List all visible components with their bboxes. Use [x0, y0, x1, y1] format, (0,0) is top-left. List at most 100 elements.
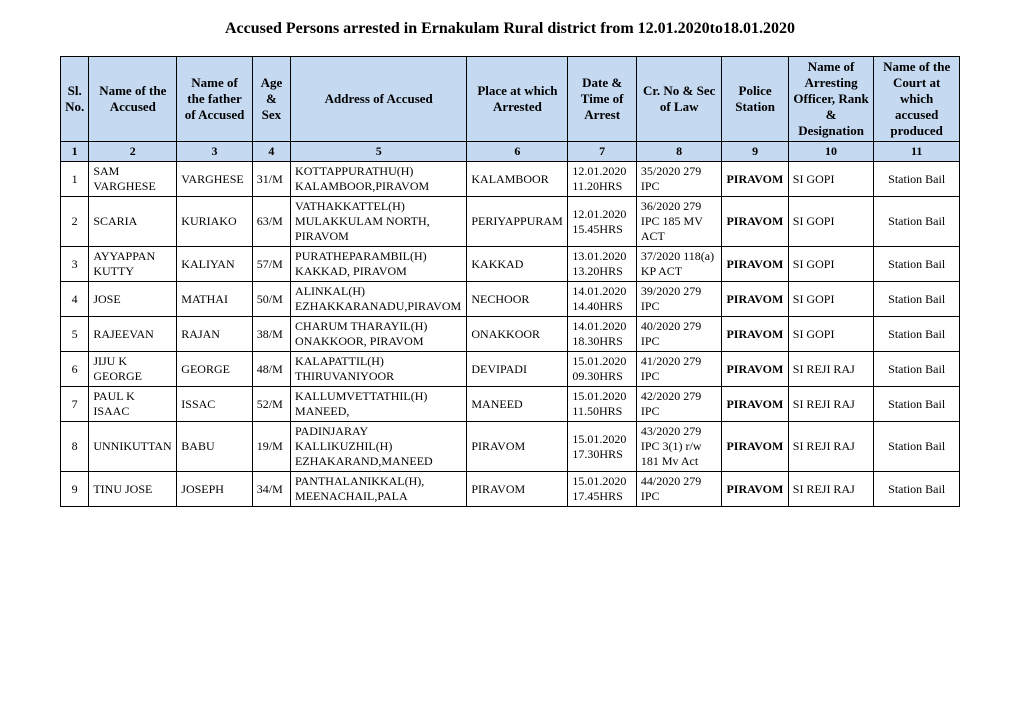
table-row: 2SCARIAKURIAKO63/MVATHAKKATTEL(H) MULAKK…	[61, 197, 960, 247]
col-cr: Cr. No & Sec of Law	[636, 57, 722, 142]
cell-address: KALAPATTIL(H) THIRUVANIYOOR	[291, 352, 467, 387]
cell-sl: 1	[61, 162, 89, 197]
cell-officer: SI GOPI	[788, 317, 874, 352]
cell-sl: 6	[61, 352, 89, 387]
cell-cr: 39/2020 279 IPC	[636, 282, 722, 317]
col-sl: Sl. No.	[61, 57, 89, 142]
col-ps: Police Station	[722, 57, 788, 142]
cell-date: 13.01.2020 13.20HRS	[568, 247, 636, 282]
cell-cr: 42/2020 279 IPC	[636, 387, 722, 422]
number-row: 1 2 3 4 5 6 7 8 9 10 11	[61, 142, 960, 162]
col-father: Name of the father of Accused	[177, 57, 253, 142]
cell-father: ISSAC	[177, 387, 253, 422]
cell-age: 48/M	[252, 352, 290, 387]
cell-name: SCARIA	[89, 197, 177, 247]
cell-date: 12.01.2020 15.45HRS	[568, 197, 636, 247]
cell-father: BABU	[177, 422, 253, 472]
cell-officer: SI GOPI	[788, 162, 874, 197]
cell-cr: 35/2020 279 IPC	[636, 162, 722, 197]
num-5: 5	[291, 142, 467, 162]
cell-name: SAM VARGHESE	[89, 162, 177, 197]
num-7: 7	[568, 142, 636, 162]
cell-address: KOTTAPPURATHU(H) KALAMBOOR,PIRAVOM	[291, 162, 467, 197]
cell-ps: PIRAVOM	[722, 387, 788, 422]
cell-officer: SI REJI RAJ	[788, 352, 874, 387]
cell-sl: 5	[61, 317, 89, 352]
cell-name: JOSE	[89, 282, 177, 317]
cell-sl: 8	[61, 422, 89, 472]
cell-sl: 2	[61, 197, 89, 247]
cell-place: MANEED	[467, 387, 568, 422]
table-row: 7PAUL K ISAACISSAC52/MKALLUMVETTATHIL(H)…	[61, 387, 960, 422]
cell-age: 19/M	[252, 422, 290, 472]
cell-cr: 36/2020 279 IPC 185 MV ACT	[636, 197, 722, 247]
cell-address: CHARUM THARAYIL(H) ONAKKOOR, PIRAVOM	[291, 317, 467, 352]
cell-ps: PIRAVOM	[722, 282, 788, 317]
cell-court: Station Bail	[874, 352, 960, 387]
cell-name: JIJU K GEORGE	[89, 352, 177, 387]
cell-ps: PIRAVOM	[722, 197, 788, 247]
col-name: Name of the Accused	[89, 57, 177, 142]
cell-court: Station Bail	[874, 472, 960, 507]
cell-father: GEORGE	[177, 352, 253, 387]
cell-name: RAJEEVAN	[89, 317, 177, 352]
header-row: Sl. No. Name of the Accused Name of the …	[61, 57, 960, 142]
cell-court: Station Bail	[874, 387, 960, 422]
cell-officer: SI GOPI	[788, 282, 874, 317]
cell-date: 15.01.2020 17.45HRS	[568, 472, 636, 507]
cell-cr: 43/2020 279 IPC 3(1) r/w 181 Mv Act	[636, 422, 722, 472]
cell-officer: SI REJI RAJ	[788, 472, 874, 507]
cell-address: KALLUMVETTATHIL(H) MANEED,	[291, 387, 467, 422]
col-court: Name of the Court at which accused produ…	[874, 57, 960, 142]
cell-sl: 7	[61, 387, 89, 422]
table-body: 1SAM VARGHESEVARGHESE31/MKOTTAPPURATHU(H…	[61, 162, 960, 507]
num-9: 9	[722, 142, 788, 162]
cell-cr: 37/2020 118(a) KP ACT	[636, 247, 722, 282]
cell-name: AYYAPPAN KUTTY	[89, 247, 177, 282]
col-address: Address of Accused	[291, 57, 467, 142]
col-date: Date & Time of Arrest	[568, 57, 636, 142]
cell-age: 50/M	[252, 282, 290, 317]
cell-court: Station Bail	[874, 197, 960, 247]
cell-place: PIRAVOM	[467, 422, 568, 472]
cell-officer: SI REJI RAJ	[788, 422, 874, 472]
cell-date: 15.01.2020 09.30HRS	[568, 352, 636, 387]
cell-father: VARGHESE	[177, 162, 253, 197]
cell-address: ALINKAL(H) EZHAKKARANADU,PIRAVOM	[291, 282, 467, 317]
cell-place: PIRAVOM	[467, 472, 568, 507]
cell-name: UNNIKUTTAN	[89, 422, 177, 472]
cell-ps: PIRAVOM	[722, 162, 788, 197]
cell-address: VATHAKKATTEL(H) MULAKKULAM NORTH, PIRAVO…	[291, 197, 467, 247]
table-row: 9TINU JOSEJOSEPH34/MPANTHALANIKKAL(H), M…	[61, 472, 960, 507]
cell-court: Station Bail	[874, 162, 960, 197]
table-row: 1SAM VARGHESEVARGHESE31/MKOTTAPPURATHU(H…	[61, 162, 960, 197]
cell-place: NECHOOR	[467, 282, 568, 317]
table-row: 4JOSEMATHAI50/MALINKAL(H) EZHAKKARANADU,…	[61, 282, 960, 317]
cell-father: RAJAN	[177, 317, 253, 352]
num-10: 10	[788, 142, 874, 162]
num-6: 6	[467, 142, 568, 162]
col-place: Place at which Arrested	[467, 57, 568, 142]
cell-age: 57/M	[252, 247, 290, 282]
cell-officer: SI GOPI	[788, 197, 874, 247]
cell-father: KURIAKO	[177, 197, 253, 247]
cell-father: KALIYAN	[177, 247, 253, 282]
cell-court: Station Bail	[874, 282, 960, 317]
table-row: 5RAJEEVANRAJAN38/MCHARUM THARAYIL(H) ONA…	[61, 317, 960, 352]
cell-place: KAKKAD	[467, 247, 568, 282]
cell-age: 63/M	[252, 197, 290, 247]
cell-sl: 4	[61, 282, 89, 317]
cell-ps: PIRAVOM	[722, 317, 788, 352]
cell-age: 52/M	[252, 387, 290, 422]
cell-court: Station Bail	[874, 317, 960, 352]
cell-ps: PIRAVOM	[722, 247, 788, 282]
cell-name: TINU JOSE	[89, 472, 177, 507]
cell-cr: 40/2020 279 IPC	[636, 317, 722, 352]
cell-age: 31/M	[252, 162, 290, 197]
cell-age: 38/M	[252, 317, 290, 352]
cell-court: Station Bail	[874, 422, 960, 472]
cell-address: PADINJARAY KALLIKUZHIL(H) EZHAKARAND,MAN…	[291, 422, 467, 472]
table-row: 8UNNIKUTTANBABU19/MPADINJARAY KALLIKUZHI…	[61, 422, 960, 472]
num-2: 2	[89, 142, 177, 162]
cell-place: PERIYAPPURAM	[467, 197, 568, 247]
